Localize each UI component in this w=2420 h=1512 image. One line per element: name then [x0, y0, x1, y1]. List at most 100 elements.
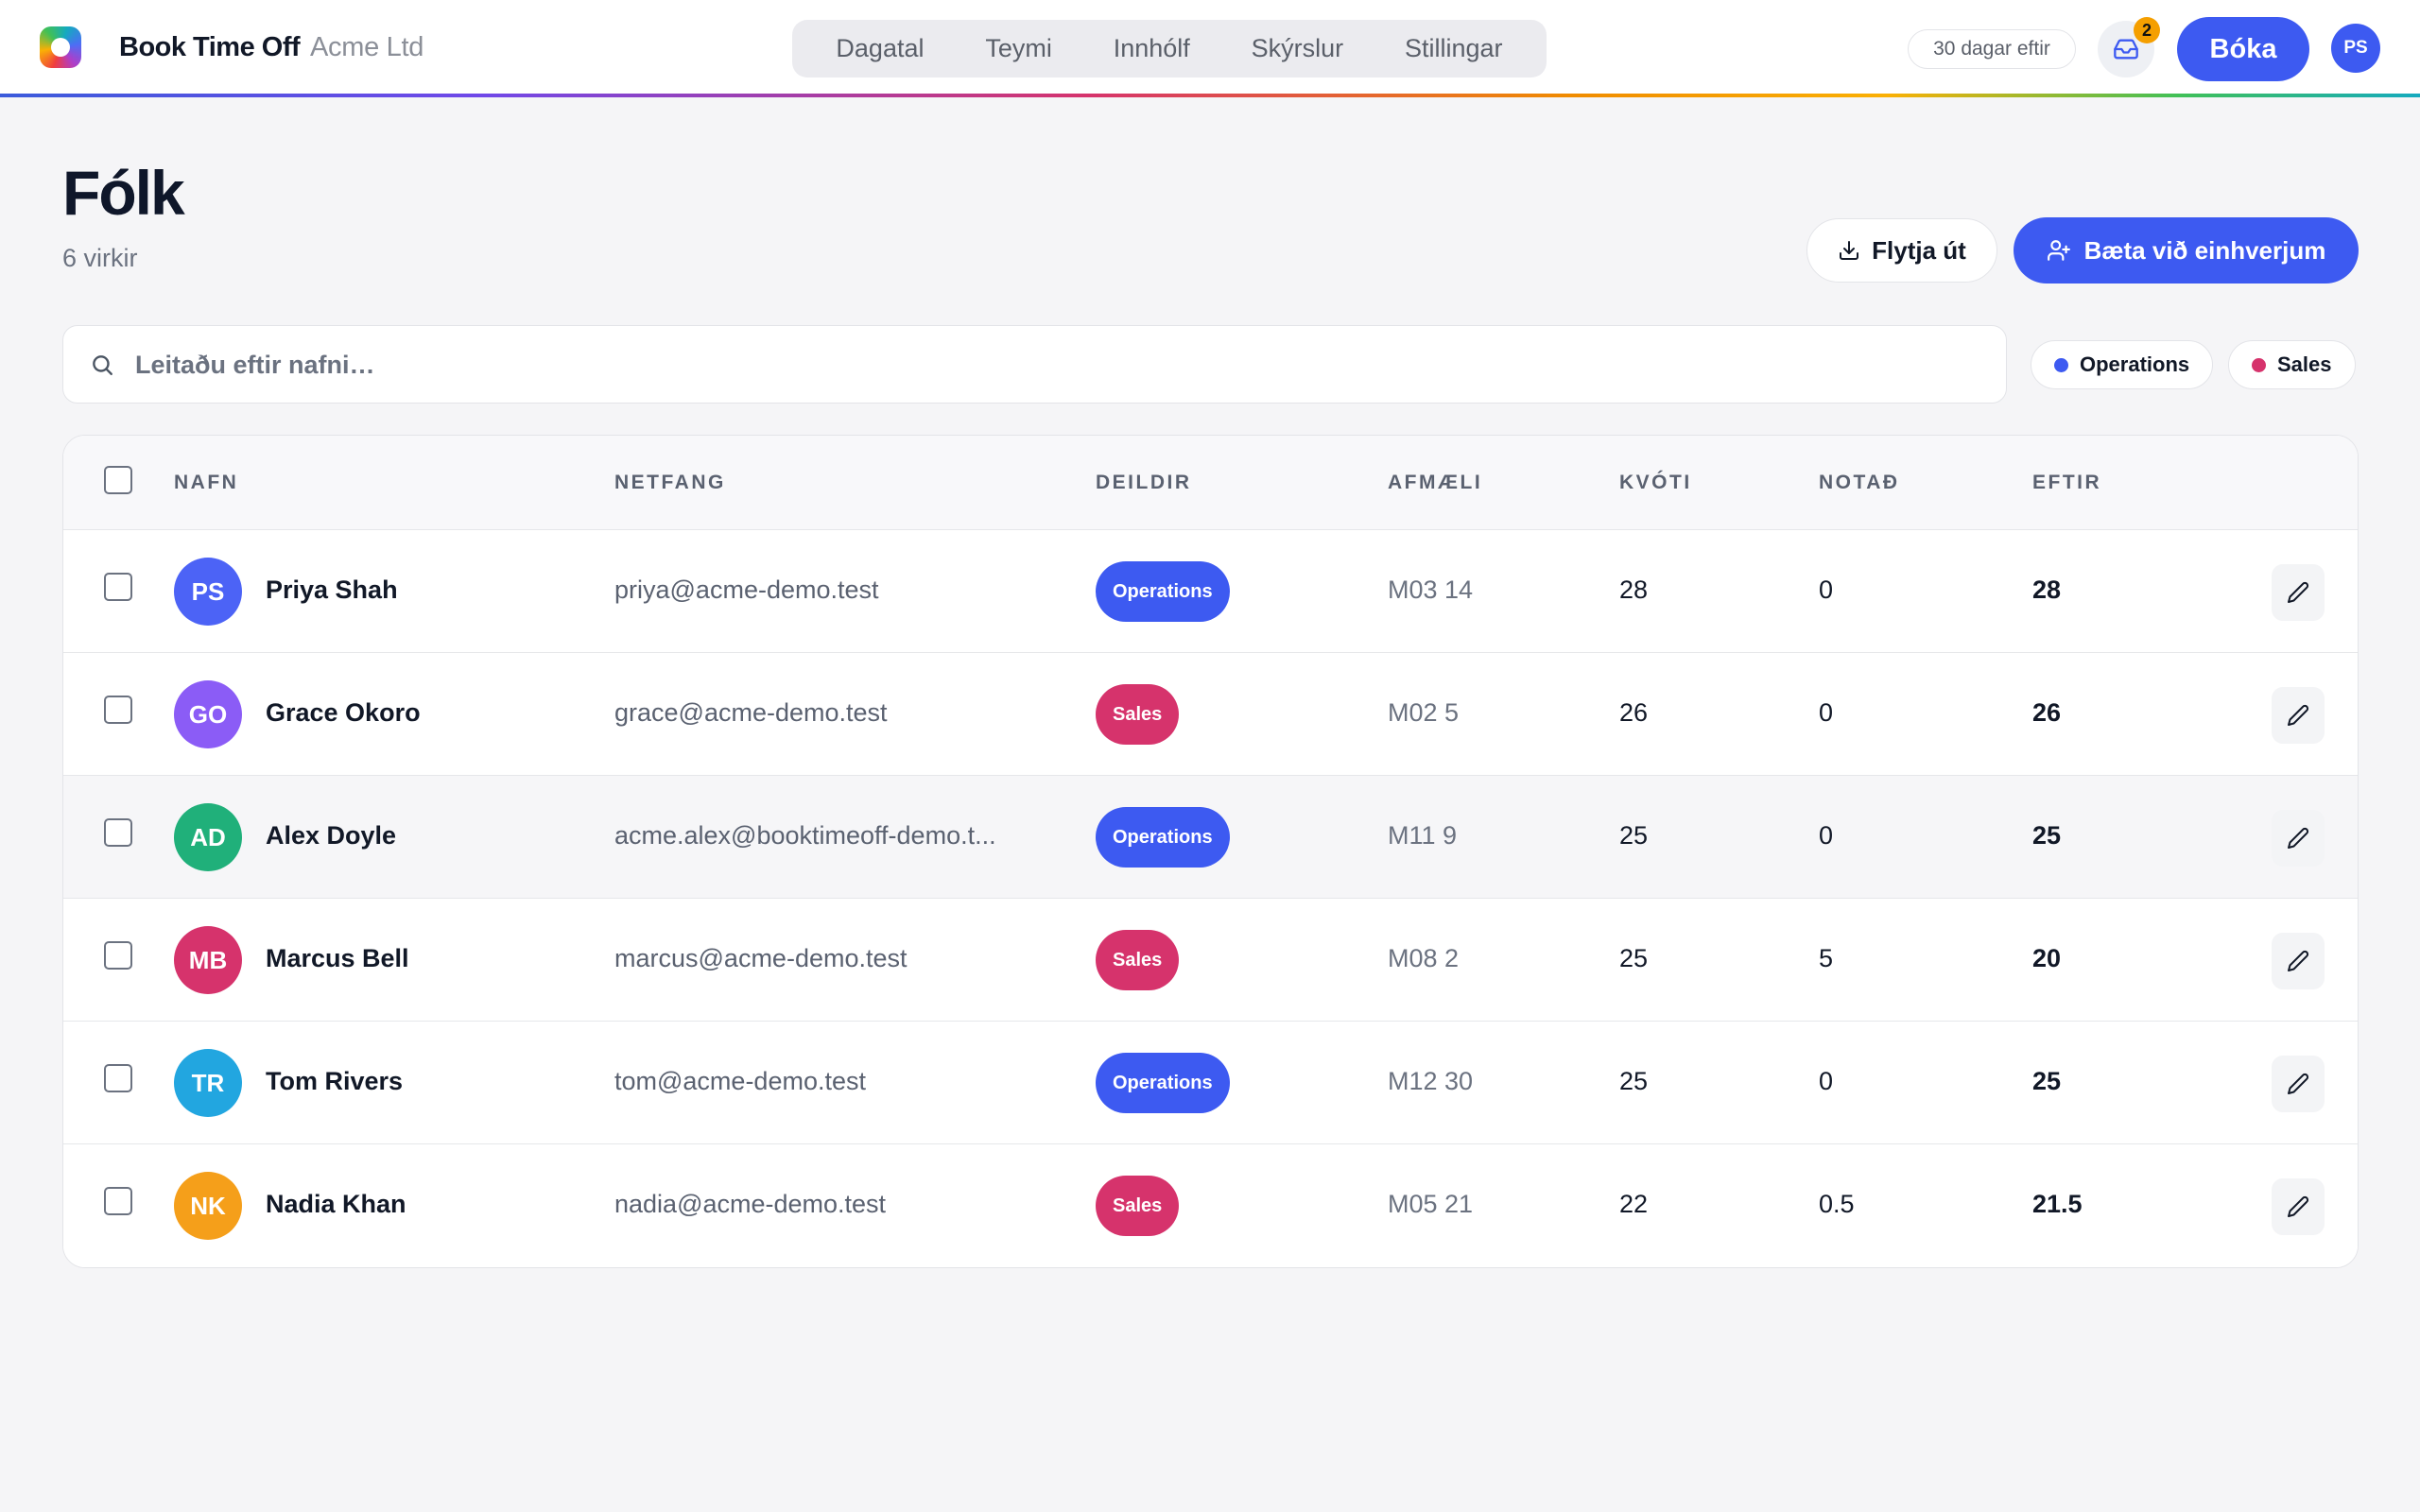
column-header-quota[interactable]: KVÓTI [1619, 472, 1692, 493]
birthday: M08 2 [1388, 944, 1460, 972]
inbox-icon [2114, 39, 2138, 60]
column-header-birthday[interactable]: AFMÆLI [1388, 472, 1483, 493]
birthday: M02 5 [1388, 698, 1460, 727]
remaining-value: 25 [2032, 1067, 2062, 1095]
operations-dot-icon [2054, 357, 2068, 372]
department-badge: Operations [1096, 807, 1230, 868]
add-user-icon [2047, 240, 2070, 261]
table-row[interactable]: MB Marcus Bell marcus@acme-demo.test Sales M… [63, 899, 2358, 1022]
person-email: tom@acme-demo.test [614, 1067, 866, 1095]
row-checkbox[interactable] [104, 1064, 132, 1092]
filter-chip-label: Sales [2277, 352, 2332, 376]
table-row[interactable]: TR Tom Rivers tom@acme-demo.test Operations… [63, 1022, 2358, 1144]
row-checkbox[interactable] [104, 1187, 132, 1215]
avatar: TR [174, 1049, 242, 1117]
search-input[interactable] [135, 339, 1969, 390]
person-name[interactable]: Priya Shah [266, 576, 398, 604]
quota-value: 25 [1619, 821, 1649, 850]
column-header-name[interactable]: NAFN [174, 472, 239, 493]
filter-chip-label: Operations [2080, 352, 2190, 376]
used-value: 0 [1819, 1067, 1834, 1095]
quota-value: 25 [1619, 944, 1649, 972]
table-row[interactable]: PS Priya Shah priya@acme-demo.test Operatio… [63, 530, 2358, 653]
pencil-icon [2288, 704, 2309, 726]
user-avatar[interactable]: PS [2331, 24, 2380, 73]
people-table: NAFN NETFANG DEILDIR AFMÆLI KVÓTI NOTAÐ … [62, 435, 2359, 1268]
table-row[interactable]: GO Grace Okoro grace@acme-demo.test Sales M0… [63, 653, 2358, 776]
edit-button[interactable] [2272, 1056, 2325, 1112]
nav-tab-settings[interactable]: Stillingar [1404, 34, 1503, 62]
pencil-icon [2288, 1073, 2309, 1094]
table-row[interactable]: NK Nadia Khan nadia@acme-demo.test Sales M05… [63, 1144, 2358, 1267]
book-button[interactable]: Bóka [2177, 17, 2309, 81]
remaining-value: 21.5 [2032, 1190, 2083, 1218]
person-email: priya@acme-demo.test [614, 576, 879, 604]
add-person-button[interactable]: Bæta við einhverjum [2014, 217, 2359, 284]
pencil-icon [2288, 950, 2309, 971]
quota-value: 28 [1619, 576, 1649, 604]
birthday: M05 21 [1388, 1190, 1474, 1218]
inbox-count-badge: 2 [2134, 17, 2160, 43]
column-header-email[interactable]: NETFANG [614, 472, 726, 493]
nav-tab-calendar[interactable]: Dagatal [836, 34, 925, 62]
edit-button[interactable] [2272, 1178, 2325, 1235]
birthday: M03 14 [1388, 576, 1474, 604]
nav-tab-inbox[interactable]: Innhólf [1113, 34, 1190, 62]
edit-button[interactable] [2272, 933, 2325, 989]
search-icon [93, 355, 112, 375]
person-name[interactable]: Nadia Khan [266, 1190, 406, 1218]
table-row[interactable]: AD Alex Doyle acme.alex@booktimeoff-demo.t… [63, 776, 2358, 899]
page-title: Fólk [62, 158, 185, 228]
brand-name: Book Time Off [119, 32, 301, 62]
app-logo-icon[interactable] [40, 26, 81, 68]
column-header-remaining[interactable]: EFTIR [2032, 472, 2102, 493]
main-nav: Dagatal Teymi Innhólf Skýrslur Stillinga… [792, 20, 1547, 77]
department-badge: Operations [1096, 561, 1230, 622]
birthday: M12 30 [1388, 1067, 1474, 1095]
nav-tab-reports[interactable]: Skýrslur [1251, 34, 1344, 62]
department-badge: Sales [1096, 930, 1180, 990]
avatar: AD [174, 803, 242, 871]
export-button-label: Flytja út [1872, 235, 1966, 265]
pencil-icon [2288, 827, 2309, 849]
filter-chip-operations[interactable]: Operations [2031, 340, 2214, 389]
avatar: GO [174, 680, 242, 748]
sales-dot-icon [2252, 357, 2266, 372]
column-header-departments[interactable]: DEILDIR [1096, 472, 1192, 493]
quota-value: 25 [1619, 1067, 1649, 1095]
remaining-value: 20 [2032, 944, 2062, 972]
birthday: M11 9 [1388, 821, 1458, 850]
used-value: 5 [1819, 944, 1834, 972]
edit-button[interactable] [2272, 687, 2325, 744]
avatar: NK [174, 1172, 242, 1240]
person-name[interactable]: Tom Rivers [266, 1067, 404, 1095]
add-person-button-label: Bæta við einhverjum [2083, 235, 2326, 265]
row-checkbox[interactable] [104, 573, 132, 601]
pencil-icon [2288, 581, 2309, 603]
export-button[interactable]: Flytja út [1806, 218, 1997, 283]
row-checkbox[interactable] [104, 941, 132, 970]
avatar: PS [174, 558, 242, 626]
remaining-value: 28 [2032, 576, 2062, 604]
table-header: NAFN NETFANG DEILDIR AFMÆLI KVÓTI NOTAÐ … [63, 436, 2358, 530]
used-value: 0 [1819, 821, 1834, 850]
column-header-used[interactable]: NOTAÐ [1819, 472, 1900, 493]
used-value: 0 [1819, 698, 1834, 727]
nav-tab-teams[interactable]: Teymi [985, 34, 1052, 62]
top-bar: Book Time Off Acme Ltd Dagatal Teymi Inn… [0, 0, 2420, 94]
person-name[interactable]: Marcus Bell [266, 944, 409, 972]
select-all-checkbox[interactable] [104, 466, 132, 494]
row-checkbox[interactable] [104, 818, 132, 847]
filter-chip-sales[interactable]: Sales [2228, 340, 2356, 389]
quota-value: 22 [1619, 1190, 1649, 1218]
active-count: 6 virkir [62, 244, 138, 272]
quota-value: 26 [1619, 698, 1649, 727]
avatar: MB [174, 926, 242, 994]
header-accent-bar [0, 94, 2420, 97]
person-name[interactable]: Grace Okoro [266, 698, 421, 727]
edit-button[interactable] [2272, 564, 2325, 621]
edit-button[interactable] [2272, 810, 2325, 867]
person-name[interactable]: Alex Doyle [266, 821, 397, 850]
row-checkbox[interactable] [104, 696, 132, 724]
person-email: grace@acme-demo.test [614, 698, 888, 727]
